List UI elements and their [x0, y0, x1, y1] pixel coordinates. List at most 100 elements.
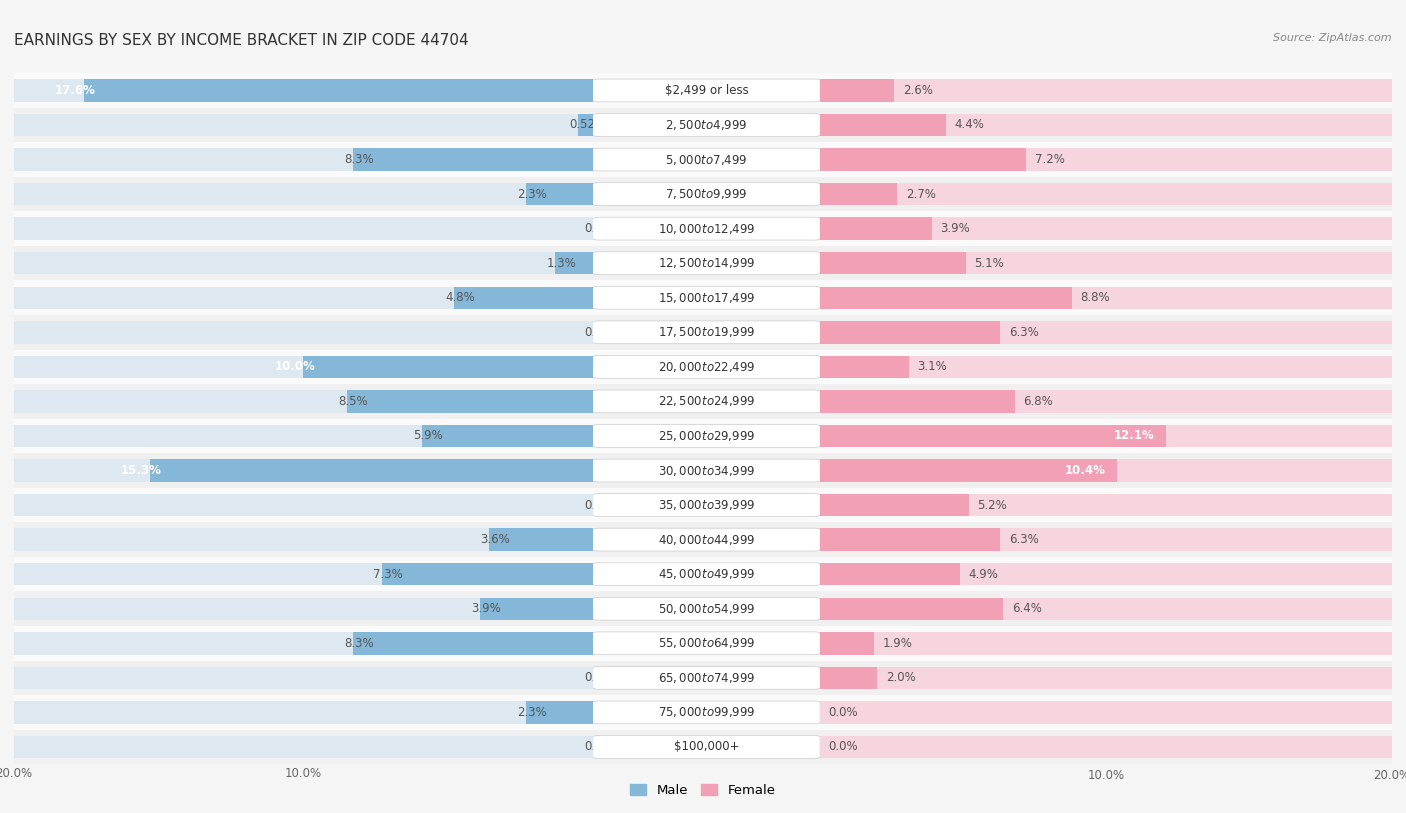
FancyBboxPatch shape [593, 390, 820, 413]
Bar [820, 321, 1392, 344]
FancyBboxPatch shape [593, 528, 820, 551]
Bar [820, 493, 969, 516]
Bar [820, 493, 1392, 516]
Bar [593, 315, 820, 350]
Bar [593, 522, 820, 557]
Text: 3.9%: 3.9% [941, 222, 970, 235]
Bar [820, 522, 1392, 557]
Bar [593, 107, 820, 142]
Bar [14, 493, 593, 516]
Text: 3.9%: 3.9% [471, 602, 501, 615]
FancyBboxPatch shape [593, 736, 820, 759]
Text: $2,500 to $4,999: $2,500 to $4,999 [665, 118, 748, 132]
Bar [14, 321, 593, 344]
Bar [820, 660, 1392, 695]
FancyBboxPatch shape [593, 459, 820, 482]
Bar [14, 424, 593, 447]
Text: 0.0%: 0.0% [828, 741, 858, 754]
Bar [14, 246, 593, 280]
Bar [593, 557, 820, 591]
Bar [14, 459, 593, 482]
Text: Source: ZipAtlas.com: Source: ZipAtlas.com [1274, 33, 1392, 42]
Text: $75,000 to $99,999: $75,000 to $99,999 [658, 706, 755, 720]
Bar [820, 355, 1392, 378]
Text: $100,000+: $100,000+ [673, 741, 740, 754]
Bar [820, 355, 908, 378]
Bar [14, 176, 593, 211]
Bar [593, 729, 820, 764]
Text: 0.0%: 0.0% [583, 326, 613, 339]
Text: $45,000 to $49,999: $45,000 to $49,999 [658, 567, 755, 581]
Bar [820, 148, 1026, 171]
Text: $40,000 to $44,999: $40,000 to $44,999 [658, 533, 755, 546]
Bar [820, 488, 1392, 522]
Text: 6.3%: 6.3% [1010, 533, 1039, 546]
Text: $22,500 to $24,999: $22,500 to $24,999 [658, 394, 755, 408]
Bar [14, 252, 593, 275]
FancyBboxPatch shape [593, 286, 820, 309]
Bar [820, 114, 946, 137]
Text: 10.4%: 10.4% [1066, 464, 1107, 477]
Bar [14, 73, 593, 107]
Bar [150, 459, 593, 482]
Bar [14, 701, 593, 724]
Bar [304, 355, 593, 378]
Bar [526, 701, 593, 724]
Text: 0.52%: 0.52% [569, 119, 606, 132]
Bar [820, 252, 1392, 275]
Text: $55,000 to $64,999: $55,000 to $64,999 [658, 637, 755, 650]
Bar [820, 217, 1392, 240]
Bar [14, 598, 593, 620]
Bar [820, 528, 1000, 551]
Bar [820, 183, 897, 206]
Bar [353, 632, 593, 654]
Bar [820, 384, 1392, 419]
Bar [820, 390, 1392, 413]
Text: 2.3%: 2.3% [517, 706, 547, 719]
Bar [14, 660, 593, 695]
Text: 6.8%: 6.8% [1024, 395, 1053, 408]
Bar [593, 350, 820, 384]
Bar [820, 419, 1392, 453]
FancyBboxPatch shape [593, 321, 820, 344]
Bar [820, 350, 1392, 384]
FancyBboxPatch shape [593, 217, 820, 240]
Text: 5.2%: 5.2% [977, 498, 1007, 511]
Bar [14, 563, 593, 585]
Bar [820, 183, 1392, 206]
Text: $15,000 to $17,499: $15,000 to $17,499 [658, 291, 755, 305]
Bar [593, 211, 820, 246]
Bar [820, 591, 1392, 626]
Bar [14, 632, 593, 654]
Bar [14, 211, 593, 246]
Bar [820, 211, 1392, 246]
Bar [820, 286, 1071, 309]
Bar [820, 667, 1392, 689]
Bar [820, 79, 894, 102]
Bar [14, 736, 593, 759]
Bar [593, 280, 820, 315]
Text: 7.2%: 7.2% [1035, 153, 1064, 166]
Text: $10,000 to $12,499: $10,000 to $12,499 [658, 222, 755, 236]
Text: 2.0%: 2.0% [886, 672, 915, 685]
Bar [593, 142, 820, 176]
Text: $12,500 to $14,999: $12,500 to $14,999 [658, 256, 755, 270]
Bar [820, 701, 1392, 724]
FancyBboxPatch shape [593, 114, 820, 137]
Text: 10.0%: 10.0% [274, 360, 315, 373]
Bar [820, 695, 1392, 729]
Text: $17,500 to $19,999: $17,500 to $19,999 [658, 325, 755, 339]
Bar [820, 459, 1392, 482]
Bar [820, 632, 875, 654]
Text: $20,000 to $22,499: $20,000 to $22,499 [658, 360, 755, 374]
Bar [381, 563, 593, 585]
Text: $7,500 to $9,999: $7,500 to $9,999 [665, 187, 748, 201]
Bar [14, 355, 593, 378]
Text: 0.0%: 0.0% [583, 672, 613, 685]
Bar [14, 315, 593, 350]
Text: $25,000 to $29,999: $25,000 to $29,999 [658, 429, 755, 443]
Legend: Male, Female: Male, Female [626, 778, 780, 802]
Bar [526, 183, 593, 206]
Text: 6.4%: 6.4% [1012, 602, 1042, 615]
Text: 4.8%: 4.8% [446, 291, 475, 304]
